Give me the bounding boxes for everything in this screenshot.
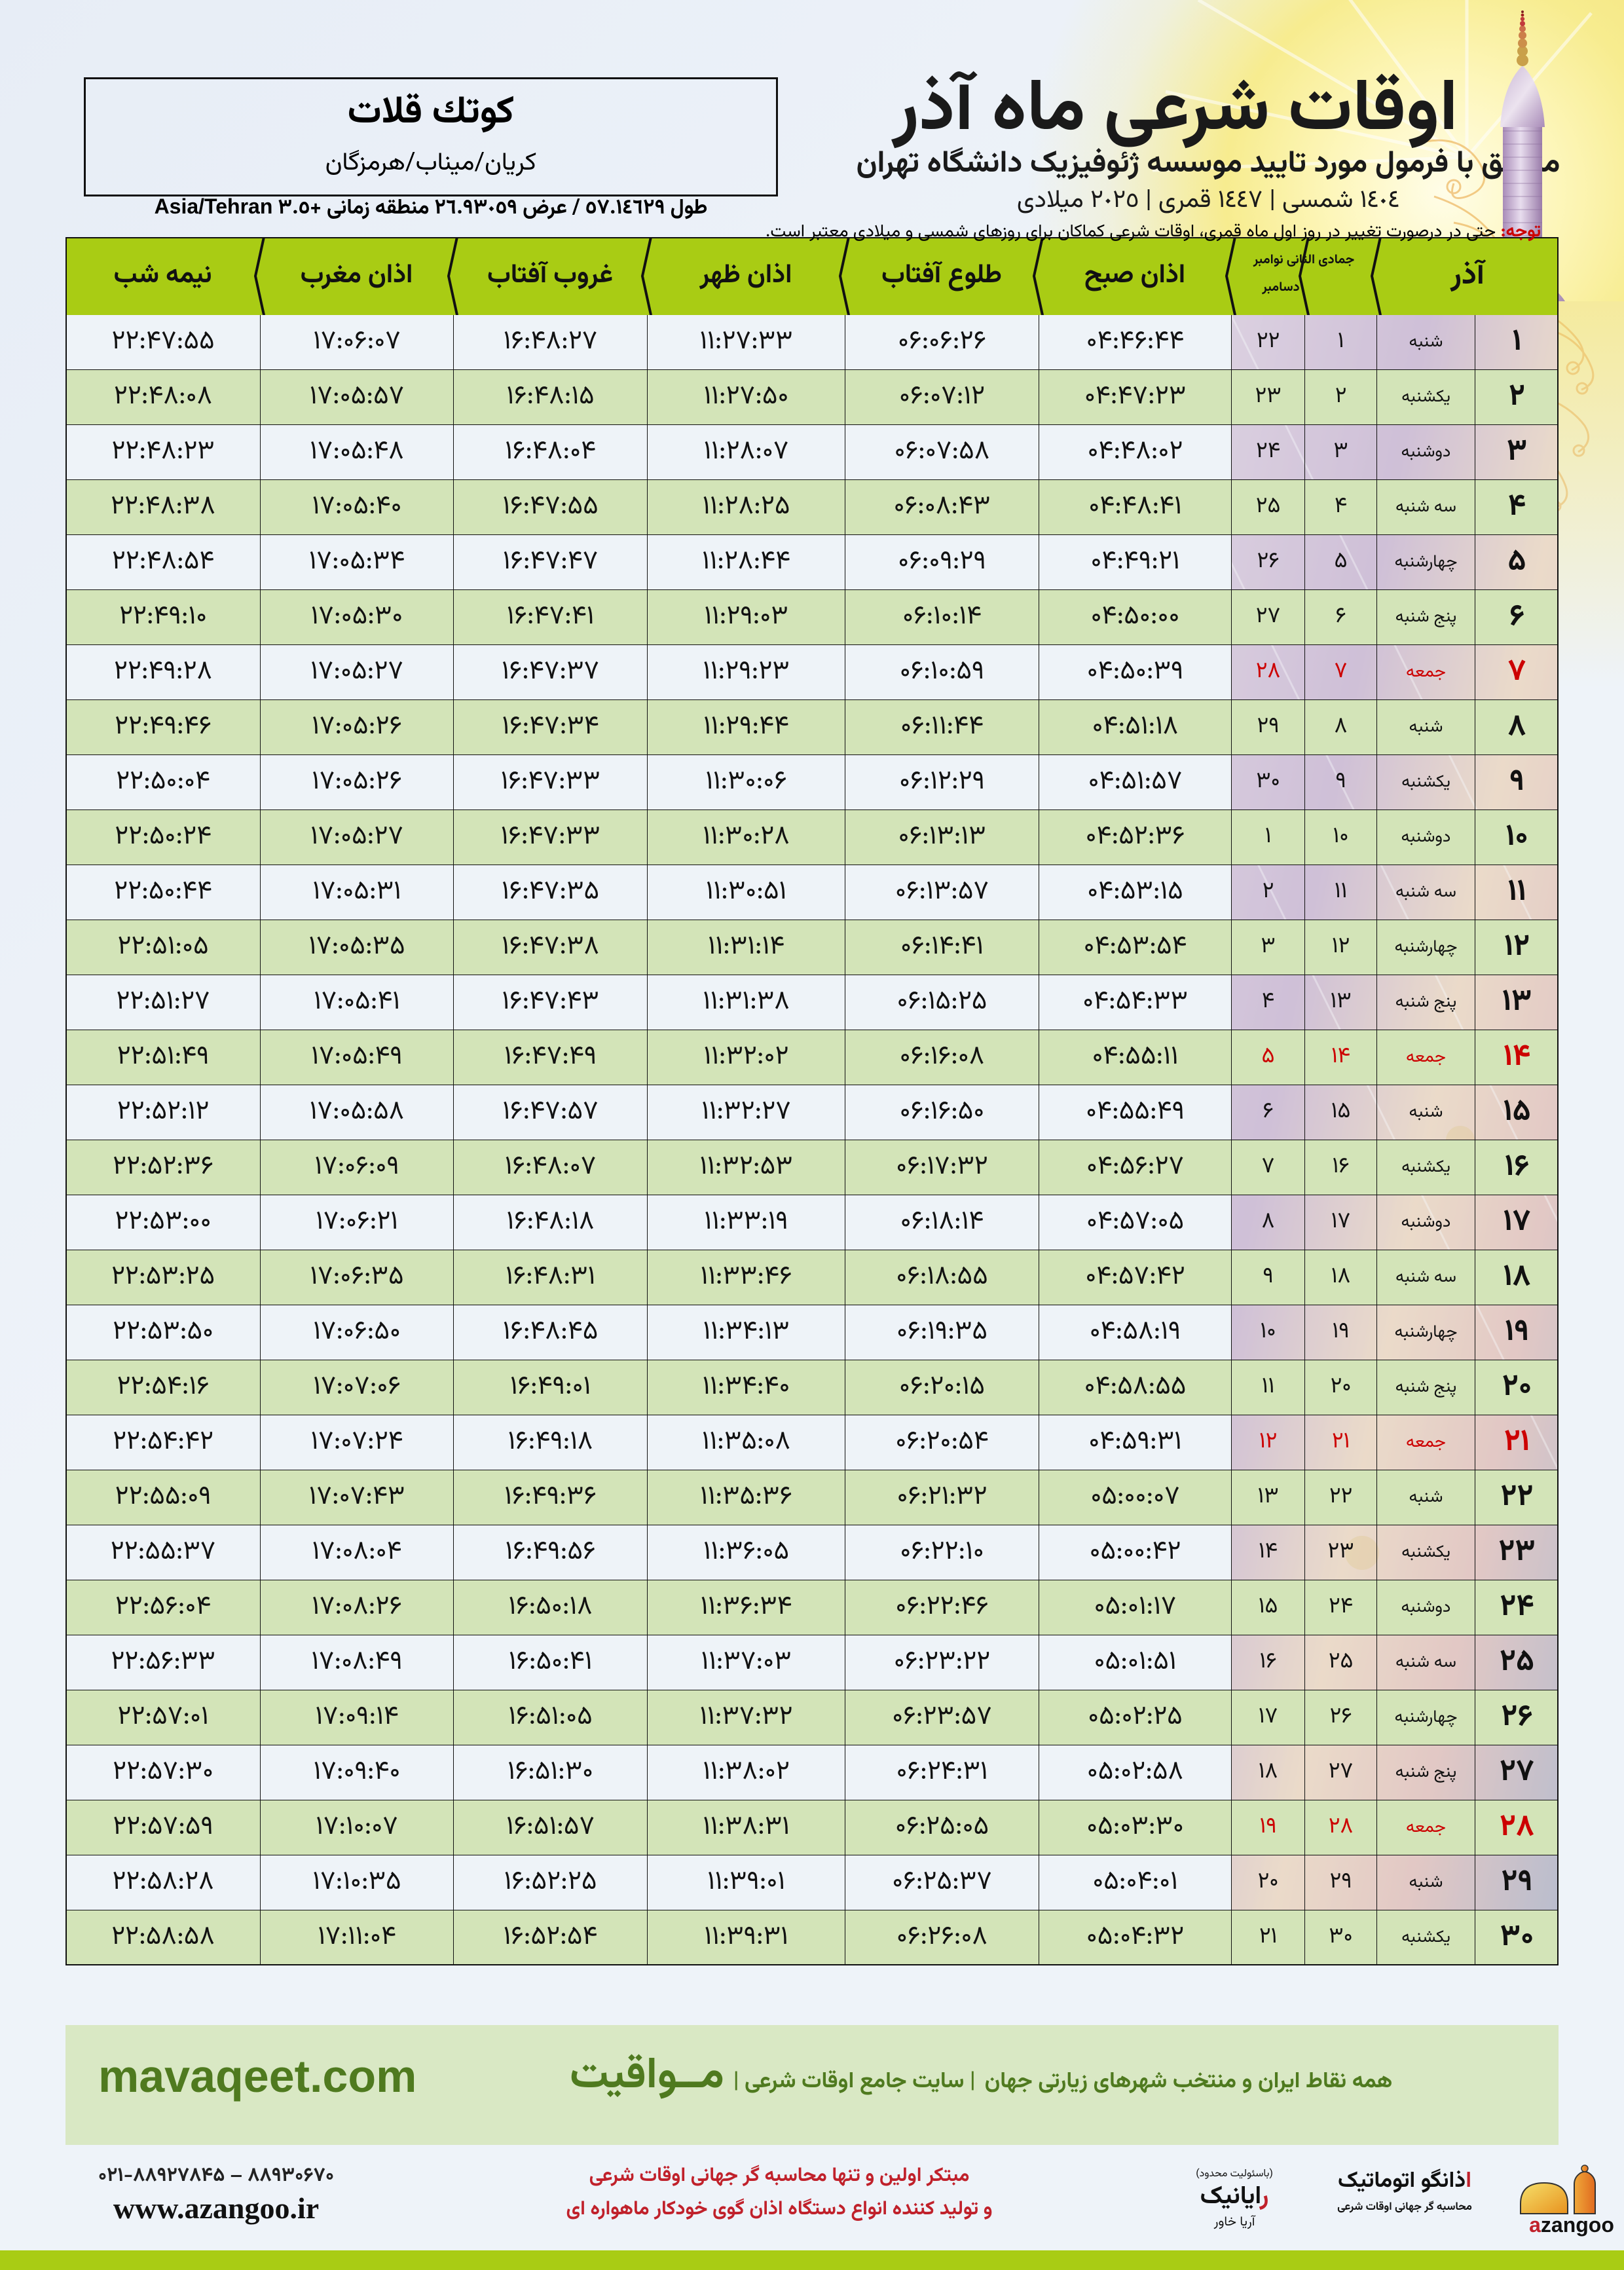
svg-text:azangoo: azangoo (1529, 2213, 1614, 2237)
